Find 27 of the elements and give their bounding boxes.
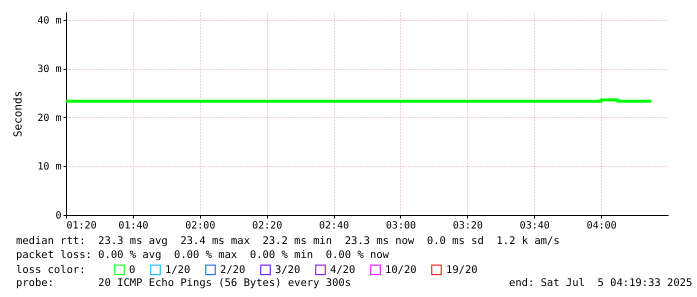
x-tick-label: 02:20 bbox=[252, 220, 282, 232]
y-tick-label: 20 m bbox=[37, 112, 62, 124]
x-tick-label: 03:20 bbox=[452, 220, 483, 232]
x-tick-label: 03:40 bbox=[520, 220, 550, 232]
x-tick-label: 03:00 bbox=[386, 220, 416, 232]
x-tick-label: 01:20 bbox=[66, 220, 97, 232]
legend-label: 10/20 bbox=[385, 264, 417, 276]
y-tick-label: 0 bbox=[55, 210, 62, 222]
legend-label: 0 bbox=[129, 264, 136, 276]
x-tick-label: 02:40 bbox=[319, 220, 350, 232]
text: end: Sat Jul 5 04:19:33 2025 bbox=[509, 277, 692, 289]
legend-label: 19/20 bbox=[446, 264, 478, 276]
y-tick-label: 30 m bbox=[37, 64, 62, 76]
x-tick-label: 04:00 bbox=[586, 220, 617, 232]
y-axis-title: Seconds bbox=[11, 90, 24, 138]
text: probe: 20 ICMP Echo Pings (56 Bytes) every 300s bbox=[16, 277, 352, 289]
legend-label: 4/20 bbox=[330, 264, 356, 276]
y-tick-label: 10 m bbox=[37, 162, 62, 173]
x-tick-label: 02:00 bbox=[185, 220, 216, 232]
legend-label: 3/20 bbox=[275, 264, 300, 276]
legend-label: 1/20 bbox=[165, 264, 190, 276]
legend-label: 2/20 bbox=[220, 264, 246, 276]
legend-title: loss color: bbox=[16, 264, 86, 276]
text: packet loss: 0.00 % avg 0.00 % max 0.00 % min 0.00 % now bbox=[16, 249, 389, 261]
y-tick-label: 40 m bbox=[37, 15, 62, 26]
x-tick-label: 01:40 bbox=[118, 220, 148, 232]
text: median rtt: 23.3 ms avg 23.4 ms max 23.2 ms min 23.3 ms now 0.0 ms sd 1.2 k am/s bbox=[16, 235, 560, 247]
